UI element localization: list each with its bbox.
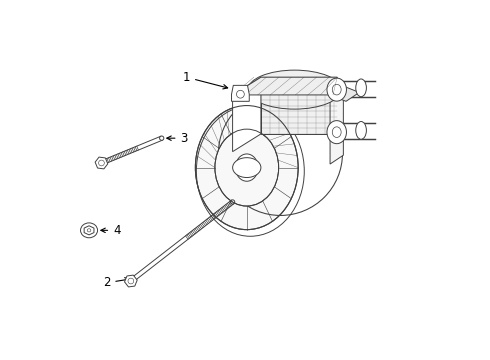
Ellipse shape [327,121,346,144]
Text: 3: 3 [167,132,188,145]
Polygon shape [330,86,359,101]
Polygon shape [330,86,343,164]
Text: 4: 4 [101,224,121,237]
Polygon shape [124,275,137,287]
Polygon shape [95,157,108,169]
Ellipse shape [233,158,261,177]
Ellipse shape [215,129,279,206]
Text: 1: 1 [183,71,228,89]
Ellipse shape [327,78,346,101]
Ellipse shape [356,122,367,139]
Ellipse shape [230,200,235,204]
Text: 2: 2 [103,276,129,289]
Ellipse shape [160,136,164,140]
Ellipse shape [236,154,258,181]
Polygon shape [84,226,94,235]
Ellipse shape [356,79,367,97]
Polygon shape [261,77,337,134]
Ellipse shape [80,223,98,238]
Polygon shape [233,77,261,152]
Polygon shape [232,85,249,101]
Polygon shape [233,77,337,95]
Ellipse shape [196,105,298,230]
Ellipse shape [248,70,342,109]
